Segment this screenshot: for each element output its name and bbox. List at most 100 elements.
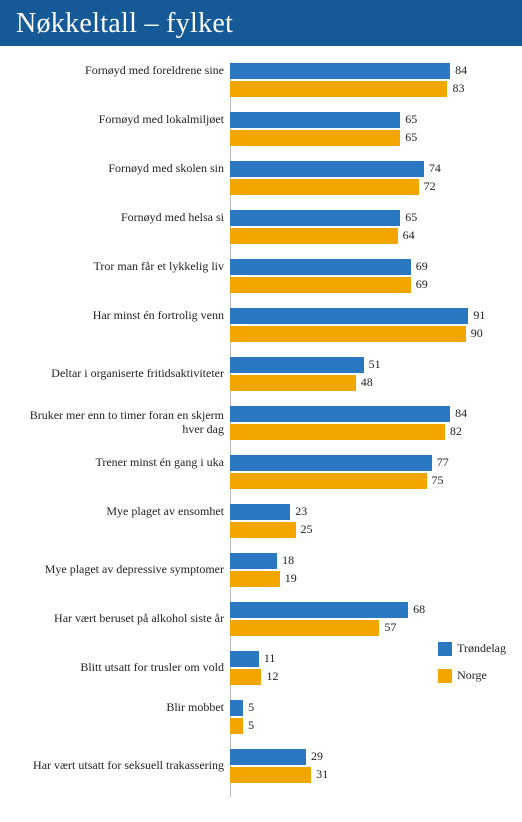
bar-value: 64: [398, 228, 415, 243]
bar-trondelag: [230, 259, 411, 275]
bar-cell: 19: [230, 571, 510, 587]
bar-value: 77: [432, 455, 449, 470]
category-label: Fornøyd med helsa si: [12, 210, 230, 224]
bar-cell: 25: [230, 522, 510, 538]
bar-cell: 74: [230, 161, 510, 177]
bar-trondelag: [230, 210, 400, 226]
category-label: Fornøyd med foreldrene sine: [12, 63, 230, 77]
bar-value: 91: [468, 308, 485, 323]
category-label: Har vært beruset på alkohol siste år: [12, 601, 230, 635]
bar-trondelag: [230, 455, 432, 471]
bar-value: 65: [400, 210, 417, 225]
category-label: Deltar i organiserte fritidsaktiviteter: [12, 356, 230, 390]
bar-value: 82: [445, 424, 462, 439]
legend-label: Norge: [457, 668, 487, 683]
bar-value: 75: [427, 473, 444, 488]
bar-trondelag: [230, 161, 424, 177]
bar-value: 51: [364, 357, 381, 372]
bar-group: Blitt utsatt for trusler om vold1112: [12, 650, 510, 685]
category-label: Fornøyd med lokalmiljøet: [12, 112, 230, 126]
bar-row: Har vært utsatt for seksuell trakasserin…: [12, 748, 510, 765]
bar-row: 69: [12, 276, 510, 293]
bar-cell: 69: [230, 277, 510, 293]
bar-value: 65: [400, 130, 417, 145]
bar-cell: 90: [230, 326, 510, 342]
bar-norge: [230, 228, 398, 244]
bar-row: Blitt utsatt for trusler om vold11: [12, 650, 510, 667]
bar-cell: 65: [230, 210, 510, 226]
bar-cell: 69: [230, 259, 510, 275]
bar-trondelag: [230, 700, 243, 716]
bar-value: 5: [243, 700, 254, 715]
bar-cell: 5: [230, 718, 510, 734]
bar-norge: [230, 669, 261, 685]
bar-row: 83: [12, 80, 510, 97]
bar-group: Fornøyd med lokalmiljøet 65 65: [12, 111, 510, 146]
page-title: Nøkkeltall – fylket: [0, 0, 522, 46]
bar-group: Mye plaget av depressive symptomer1819: [12, 552, 510, 587]
bar-value: 65: [400, 112, 417, 127]
category-label: Mye plaget av ensomhet: [12, 504, 230, 518]
bar-norge: [230, 130, 400, 146]
bar-value: 72: [419, 179, 436, 194]
bar-value: 84: [450, 63, 467, 78]
bar-cell: 5: [230, 700, 510, 716]
bar-row: Fornøyd med lokalmiljøet 65: [12, 111, 510, 128]
category-label: Trener minst én gang i uka: [12, 455, 230, 469]
bar-trondelag: [230, 357, 364, 373]
bar-norge: [230, 620, 379, 636]
bar-group: Tror man får et lykkelig liv6969: [12, 258, 510, 293]
bar-group: Fornøyd med skolen sin74 72: [12, 160, 510, 195]
bar-row: 64: [12, 227, 510, 244]
bar-row: Fornøyd med helsa si 65: [12, 209, 510, 226]
bar-norge: [230, 81, 447, 97]
bar-norge: [230, 424, 445, 440]
bar-value: 23: [290, 504, 307, 519]
bar-trondelag: [230, 63, 450, 79]
bar-group: Fornøyd med foreldrene sine 84 83: [12, 62, 510, 97]
bar-norge: [230, 522, 296, 538]
bar-row: Har vært beruset på alkohol siste år68: [12, 601, 510, 618]
legend: Trøndelag Norge: [438, 641, 506, 695]
bar-row: 25: [12, 521, 510, 538]
bar-trondelag: [230, 308, 468, 324]
bar-trondelag: [230, 406, 450, 422]
legend-swatch: [438, 642, 452, 656]
legend-swatch: [438, 669, 452, 683]
chart-area: Fornøyd med foreldrene sine8483Fornøyd m…: [0, 46, 522, 805]
bar-norge: [230, 571, 280, 587]
bar-cell: 84: [230, 63, 510, 79]
bar-cell: 82: [230, 424, 510, 440]
bar-row: 90: [12, 325, 510, 342]
bar-cell: 65: [230, 112, 510, 128]
bar-cell: 83: [230, 81, 510, 97]
bar-value: 18: [277, 553, 294, 568]
bar-row: Tror man får et lykkelig liv69: [12, 258, 510, 275]
bar-cell: 77: [230, 455, 510, 471]
page: Nøkkeltall – fylket Fornøyd med foreldre…: [0, 0, 522, 822]
category-label: Blitt utsatt for trusler om vold: [12, 650, 230, 684]
bar-value: 5: [243, 718, 254, 733]
bar-norge: [230, 375, 356, 391]
bar-norge: [230, 473, 427, 489]
bar-cell: 64: [230, 228, 510, 244]
bar-row: 72: [12, 178, 510, 195]
bar-trondelag: [230, 602, 408, 618]
bar-norge: [230, 718, 243, 734]
bar-row: Fornøyd med skolen sin74: [12, 160, 510, 177]
bar-norge: [230, 767, 311, 783]
legend-label: Trøndelag: [457, 641, 506, 656]
bar-row: Bruker mer enn to timer foran en skjerm …: [12, 405, 510, 422]
bar-row: 65: [12, 129, 510, 146]
category-label: Bruker mer enn to timer foran en skjerm …: [12, 405, 230, 439]
bar-norge: [230, 277, 411, 293]
legend-item-trondelag: Trøndelag: [438, 641, 506, 656]
bar-value: 68: [408, 602, 425, 617]
bar-value: 83: [447, 81, 464, 96]
bar-cell: 18: [230, 553, 510, 569]
legend-item-norge: Norge: [438, 668, 506, 683]
category-label: Har minst én fortrolig venn: [12, 308, 230, 322]
bar-row: 5: [12, 717, 510, 734]
bar-value: 84: [450, 406, 467, 421]
bar-value: 69: [411, 259, 428, 274]
